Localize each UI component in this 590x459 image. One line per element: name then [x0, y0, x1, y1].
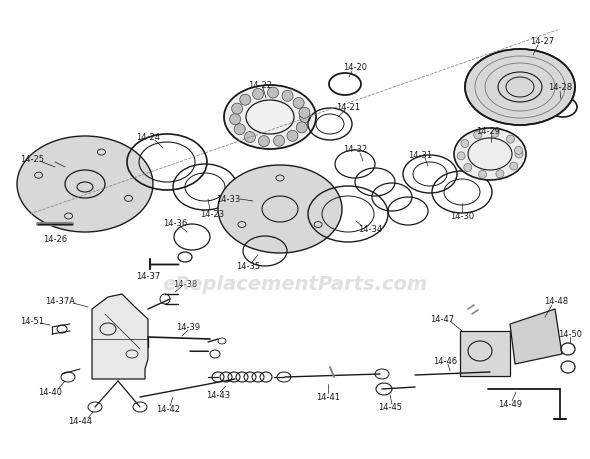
Text: 14-33: 14-33: [216, 195, 240, 204]
Text: 14-43: 14-43: [206, 391, 230, 400]
Text: 14-37A: 14-37A: [45, 297, 75, 306]
Text: 14-26: 14-26: [43, 235, 67, 244]
Text: 14-29: 14-29: [476, 127, 500, 136]
Ellipse shape: [274, 136, 284, 147]
Ellipse shape: [232, 104, 242, 115]
Text: 14-30: 14-30: [450, 212, 474, 221]
Ellipse shape: [287, 131, 298, 142]
Ellipse shape: [496, 170, 504, 179]
Text: 14-27: 14-27: [530, 38, 554, 46]
Ellipse shape: [293, 98, 304, 109]
Ellipse shape: [267, 88, 278, 99]
Ellipse shape: [253, 90, 264, 100]
Ellipse shape: [300, 112, 310, 123]
Text: 14-42: 14-42: [156, 405, 180, 414]
Ellipse shape: [299, 108, 310, 119]
Text: 14-34: 14-34: [358, 225, 382, 234]
Text: 14-24: 14-24: [136, 133, 160, 142]
Text: 14-25: 14-25: [20, 155, 44, 164]
Ellipse shape: [510, 162, 518, 171]
Text: 14-47: 14-47: [430, 315, 454, 324]
Ellipse shape: [17, 137, 153, 233]
Text: 14-31: 14-31: [408, 151, 432, 160]
Ellipse shape: [282, 91, 293, 102]
Ellipse shape: [240, 95, 251, 106]
Text: 14-39: 14-39: [176, 323, 200, 332]
Text: 14-41: 14-41: [316, 392, 340, 402]
Text: 14-48: 14-48: [544, 297, 568, 306]
Text: 14-50: 14-50: [558, 330, 582, 339]
Polygon shape: [92, 294, 148, 379]
Polygon shape: [510, 309, 562, 364]
Ellipse shape: [160, 294, 170, 304]
Text: 14-28: 14-28: [548, 84, 572, 92]
Ellipse shape: [224, 86, 316, 150]
Ellipse shape: [465, 50, 575, 126]
Text: 14-49: 14-49: [498, 400, 522, 409]
Text: 14-38: 14-38: [173, 280, 197, 289]
Text: 14-40: 14-40: [38, 388, 62, 397]
Text: 14-23: 14-23: [200, 210, 224, 219]
Ellipse shape: [244, 132, 255, 143]
Ellipse shape: [461, 140, 469, 148]
FancyBboxPatch shape: [460, 331, 510, 376]
Text: 14-22: 14-22: [248, 80, 272, 90]
Ellipse shape: [258, 136, 270, 147]
Ellipse shape: [234, 124, 245, 135]
Text: 14-36: 14-36: [163, 219, 187, 228]
Ellipse shape: [464, 164, 472, 172]
Text: 14-21: 14-21: [336, 103, 360, 112]
Ellipse shape: [491, 130, 499, 138]
Ellipse shape: [474, 132, 482, 140]
Text: 14-46: 14-46: [433, 357, 457, 366]
Ellipse shape: [457, 152, 465, 161]
Ellipse shape: [478, 171, 487, 179]
Text: eReplacementParts.com: eReplacementParts.com: [162, 275, 428, 294]
Text: 14-20: 14-20: [343, 63, 367, 73]
Text: 14-44: 14-44: [68, 417, 92, 425]
Text: 14-45: 14-45: [378, 403, 402, 412]
Ellipse shape: [230, 114, 241, 125]
Text: 14-37: 14-37: [136, 272, 160, 281]
Ellipse shape: [218, 166, 342, 253]
Text: 14-35: 14-35: [236, 262, 260, 271]
Text: 14-51: 14-51: [20, 317, 44, 326]
Ellipse shape: [514, 147, 523, 155]
Ellipse shape: [515, 151, 523, 159]
Ellipse shape: [506, 136, 514, 144]
Ellipse shape: [296, 123, 307, 134]
Text: 14-32: 14-32: [343, 145, 367, 154]
Ellipse shape: [454, 129, 526, 180]
